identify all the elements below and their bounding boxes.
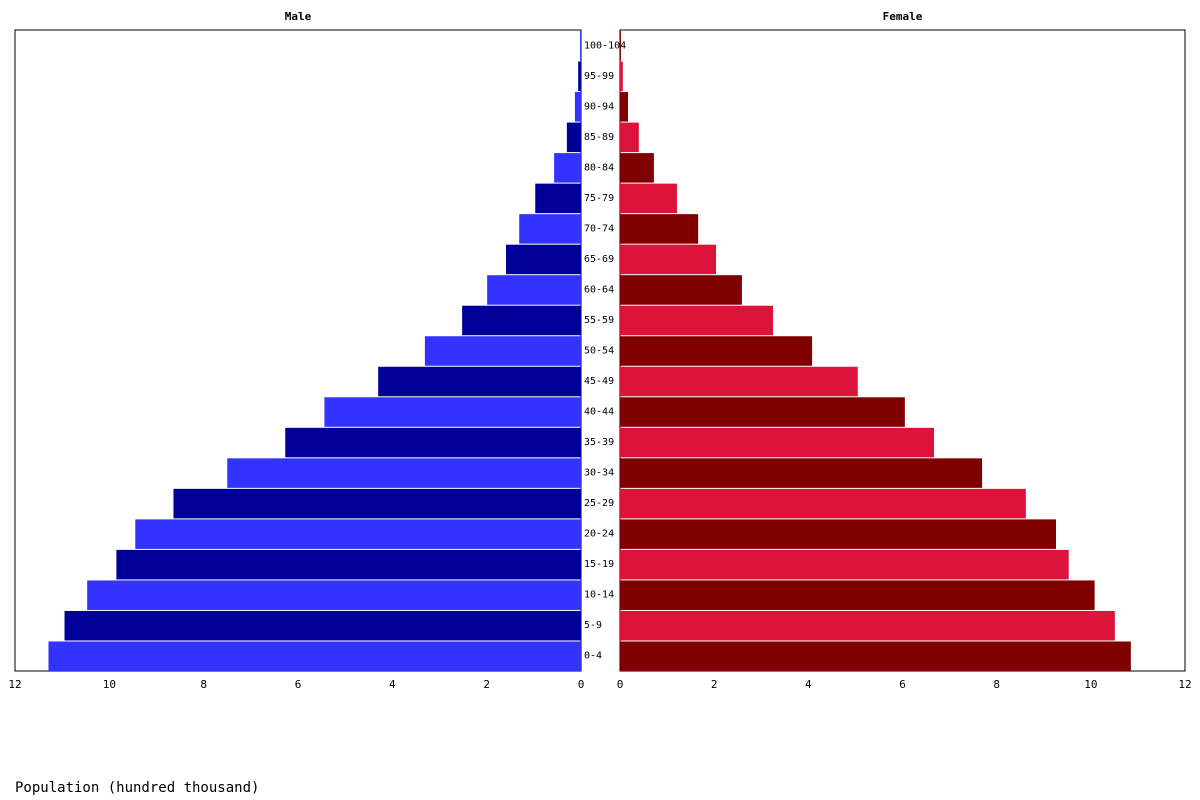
bar xyxy=(620,305,774,336)
bar xyxy=(620,427,935,458)
bar xyxy=(574,92,581,122)
bar xyxy=(620,31,621,61)
bar xyxy=(620,488,1026,519)
bar xyxy=(535,183,581,214)
bar xyxy=(519,214,581,244)
category-label: 40-44 xyxy=(584,407,614,418)
bar xyxy=(620,122,639,153)
x-axis-label: Population (hundred thousand) xyxy=(15,780,259,796)
bar xyxy=(135,519,581,549)
x-tick-label: 6 xyxy=(295,678,302,691)
category-label: 50-54 xyxy=(584,346,614,357)
x-tick-label: 12 xyxy=(1178,678,1191,691)
bar xyxy=(506,244,581,275)
category-label: 75-79 xyxy=(584,193,614,204)
category-label: 70-74 xyxy=(584,223,614,234)
bar xyxy=(87,580,581,610)
category-label: 95-99 xyxy=(584,71,614,82)
bar xyxy=(620,153,654,183)
bar xyxy=(620,580,1095,610)
bar xyxy=(116,549,582,580)
bar xyxy=(620,183,677,214)
bar xyxy=(227,458,581,488)
category-label: 100-104 xyxy=(584,40,626,51)
bar xyxy=(620,397,905,427)
x-tick-label: 6 xyxy=(899,678,906,691)
bar xyxy=(285,427,581,458)
category-label: 10-14 xyxy=(584,590,614,601)
bar xyxy=(554,153,581,183)
bar xyxy=(424,336,581,366)
bar xyxy=(566,122,581,153)
x-tick-label: 10 xyxy=(1084,678,1097,691)
bar xyxy=(173,488,582,519)
x-tick-label: 2 xyxy=(711,678,718,691)
category-label: 15-19 xyxy=(584,559,614,570)
bar xyxy=(620,214,699,244)
bar xyxy=(620,92,629,122)
bar xyxy=(620,366,858,397)
category-label: 60-64 xyxy=(584,284,614,295)
x-tick-label: 4 xyxy=(805,678,812,691)
x-tick-label: 0 xyxy=(617,678,624,691)
category-label: 35-39 xyxy=(584,437,614,448)
bar xyxy=(620,244,717,275)
category-label: 90-94 xyxy=(584,101,614,112)
panel-title: Male xyxy=(285,10,312,23)
bar xyxy=(620,519,1056,549)
bar xyxy=(580,31,581,61)
bar xyxy=(620,61,623,92)
x-tick-label: 0 xyxy=(578,678,585,691)
x-tick-label: 12 xyxy=(8,678,21,691)
category-label: 30-34 xyxy=(584,468,614,479)
bar xyxy=(578,61,581,92)
x-tick-label: 2 xyxy=(483,678,490,691)
category-label: 45-49 xyxy=(584,376,614,387)
bar xyxy=(462,305,581,336)
bar xyxy=(620,610,1115,641)
bar xyxy=(378,366,581,397)
x-tick-label: 10 xyxy=(103,678,116,691)
x-tick-label: 8 xyxy=(993,678,1000,691)
bar xyxy=(48,641,581,671)
x-tick-label: 4 xyxy=(389,678,396,691)
bar xyxy=(324,397,581,427)
category-label: 55-59 xyxy=(584,315,614,326)
bar xyxy=(620,458,983,488)
panel-title: Female xyxy=(883,10,923,23)
bar xyxy=(620,275,742,305)
category-label: 65-69 xyxy=(584,254,614,265)
bar xyxy=(64,610,581,641)
x-tick-label: 8 xyxy=(200,678,207,691)
category-label: 0-4 xyxy=(584,651,602,662)
bar xyxy=(487,275,581,305)
category-label: 25-29 xyxy=(584,498,614,509)
category-label: 80-84 xyxy=(584,162,614,173)
bar xyxy=(620,641,1131,671)
category-label: 20-24 xyxy=(584,529,614,540)
category-label: 85-89 xyxy=(584,132,614,143)
bar xyxy=(620,336,813,366)
bar xyxy=(620,549,1069,580)
category-label: 5-9 xyxy=(584,620,602,631)
